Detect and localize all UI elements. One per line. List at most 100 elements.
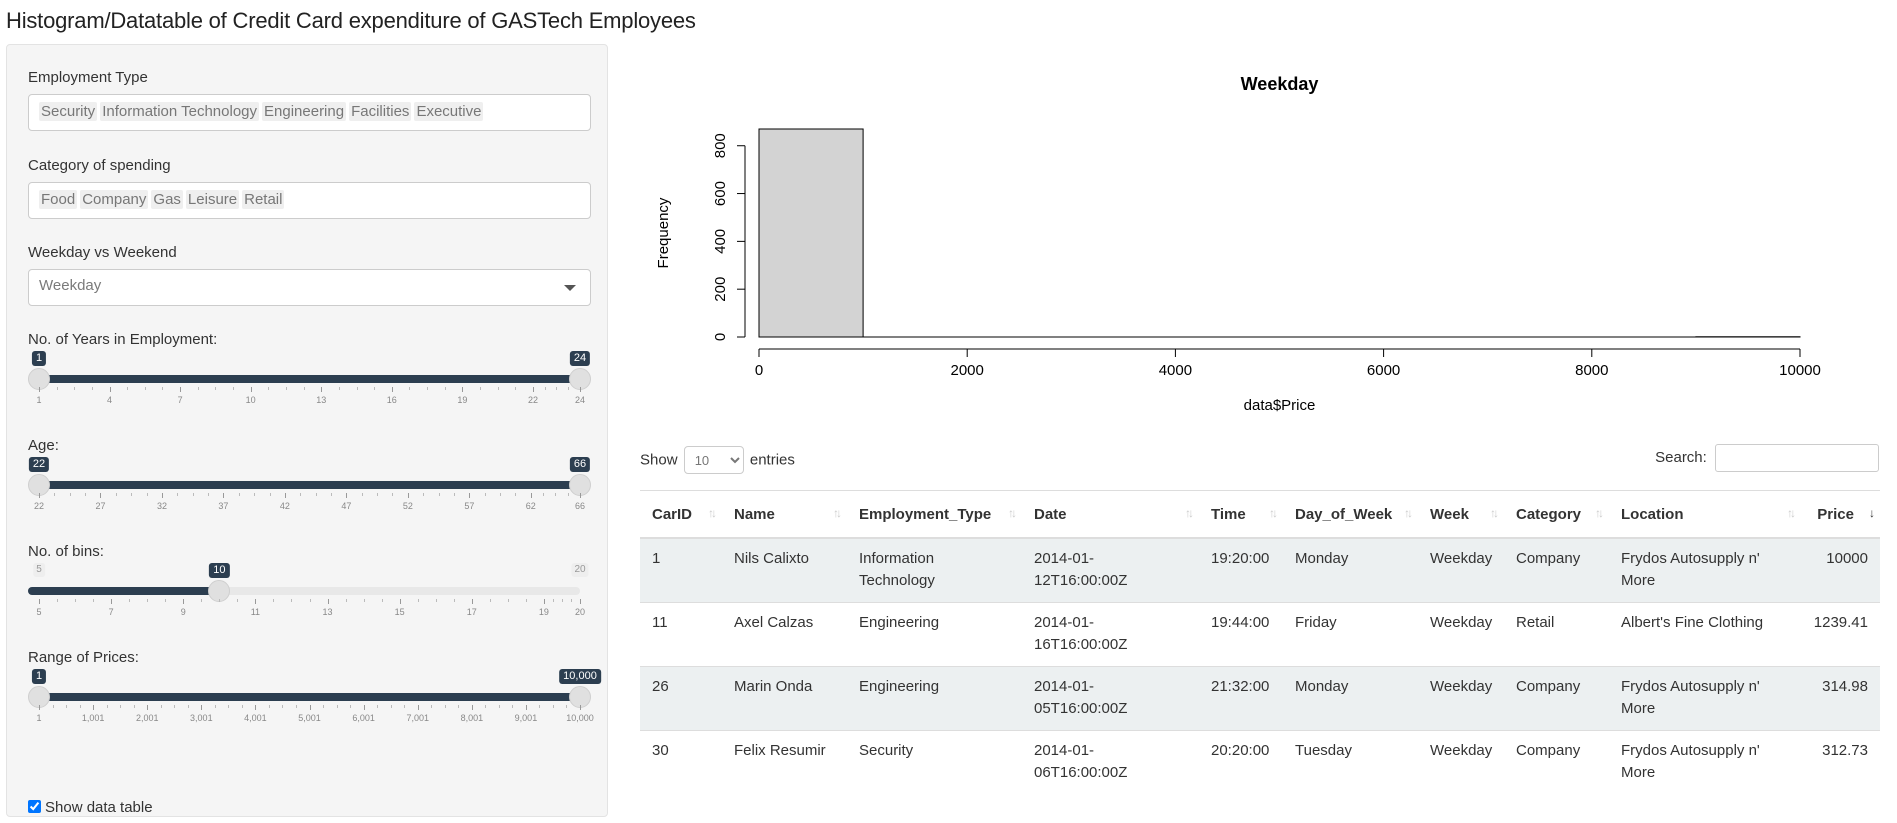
slider-minor-tick xyxy=(458,705,460,708)
employment-type-chip[interactable]: Security xyxy=(39,102,98,121)
slider-minor-tick xyxy=(52,705,54,708)
category-label: Category of spending xyxy=(28,157,171,174)
age-slider[interactable]: 22 66 22 27 32 37 42 47 52 57 62 66 xyxy=(28,457,591,519)
slider-tick-label: 19 xyxy=(538,607,549,617)
years-slider[interactable]: 1 24 1 4 7 10 13 16 19 22 24 xyxy=(28,351,591,413)
table-row[interactable]: 30 Felix Resumir Security 2014-01-06T16:00:… xyxy=(640,730,1880,794)
slider-tick xyxy=(469,493,471,498)
slider-minor-tick xyxy=(131,493,133,496)
slider-tick-label: 9,001 xyxy=(514,713,538,723)
slider-tick xyxy=(580,387,581,392)
slider-tick-label: 52 xyxy=(402,501,413,511)
table-cell: 2014-01-06T16:00:00Z xyxy=(1022,730,1199,794)
employment-type-chip[interactable]: Engineering xyxy=(262,102,347,121)
years-label: No. of Years in Employment: xyxy=(28,331,218,348)
slider-tick-label: 5,001 xyxy=(298,713,321,723)
table-cell: Weekday xyxy=(1418,602,1504,667)
column-header[interactable]: Price ↓ xyxy=(1801,490,1880,539)
slider-minor-tick xyxy=(377,705,379,708)
show-table-checkbox[interactable] xyxy=(28,800,41,813)
employment-type-control: Employment Type Security Information Tech… xyxy=(28,69,591,131)
slider-minor-tick xyxy=(85,493,87,496)
employment-type-chip[interactable]: Information Technology xyxy=(100,102,260,121)
slider-minor-tick xyxy=(192,493,194,496)
table-cell: 2014-01-12T16:00:00Z xyxy=(1022,537,1199,603)
slider-minor-tick xyxy=(338,387,340,390)
category-chip[interactable]: Retail xyxy=(242,190,285,209)
search-input[interactable] xyxy=(1715,444,1879,472)
employment-type-chip[interactable]: Facilities xyxy=(349,102,412,121)
slider-minor-tick xyxy=(273,599,275,602)
category-chip[interactable]: Leisure xyxy=(185,190,240,209)
age-control: Age: 22 66 22 27 32 37 42 47 52 57 62 66 xyxy=(28,437,591,511)
slider-minor-tick xyxy=(127,387,129,390)
sort-icon: ↑↓ xyxy=(1787,506,1796,520)
column-header-label: Week xyxy=(1430,505,1469,523)
slider-tick-label: 62 xyxy=(525,501,536,511)
slider-tick-label: 1 xyxy=(36,395,42,405)
category-select[interactable]: Food Company Gas Leisure Retail xyxy=(28,182,591,219)
chart-title: Weekday xyxy=(1241,74,1319,94)
slider-tick xyxy=(363,705,365,710)
column-header[interactable]: Date ↑↓ xyxy=(1022,490,1199,539)
slider-minor-tick xyxy=(438,493,440,496)
price-label: Range of Prices: xyxy=(28,649,139,666)
slider-minor-tick xyxy=(381,599,383,602)
slider-minor-tick xyxy=(444,387,446,390)
slider-minor-tick xyxy=(268,705,270,708)
table-row[interactable]: 11 Axel Calzas Engineering 2014-01-16T16:00… xyxy=(640,602,1880,667)
slider-tick-label: 5 xyxy=(36,607,42,617)
x-tick-label: 0 xyxy=(755,362,763,379)
show-table-row[interactable]: Show data table xyxy=(28,799,153,816)
column-header[interactable]: CarID ↑↓ xyxy=(640,490,722,539)
category-chip[interactable]: Company xyxy=(80,190,149,209)
category-chip[interactable]: Food xyxy=(39,190,78,209)
slider-minor-tick xyxy=(228,705,230,708)
slider-tick xyxy=(223,493,225,498)
price-slider[interactable]: 1 10,000 1 1,001 2,001 3,001 4,001 5,001 6,001 7,… xyxy=(28,669,601,731)
week-label: Weekday vs Weekend xyxy=(28,244,177,261)
slider-minor-tick xyxy=(485,705,487,708)
slider-tick-label: 47 xyxy=(341,501,352,511)
table-row[interactable]: 1 Nils Calixto Information Technology 2014-… xyxy=(640,537,1880,603)
slider-minor-tick xyxy=(566,705,568,708)
column-header[interactable]: Time ↑↓ xyxy=(1199,490,1283,539)
slider-tick xyxy=(147,705,149,710)
column-header[interactable]: Name ↑↓ xyxy=(722,490,847,539)
column-header[interactable]: Employment_Type ↑↓ xyxy=(847,490,1022,539)
slider-tick xyxy=(399,599,401,604)
slider-minor-tick xyxy=(93,599,95,602)
slider-tick xyxy=(309,705,311,710)
slider-minor-tick xyxy=(303,387,305,390)
slider-min-label: 5 xyxy=(33,563,45,577)
column-header[interactable]: Location ↑↓ xyxy=(1609,490,1801,539)
column-header[interactable]: Week ↑↓ xyxy=(1418,490,1504,539)
week-select[interactable]: Weekday xyxy=(28,269,591,306)
slider-tick xyxy=(100,493,102,498)
slider-tick-label: 8,001 xyxy=(460,713,484,723)
slider-tick xyxy=(39,705,40,710)
table-row[interactable]: 26 Marin Onda Engineering 2014-01-05T16:00:… xyxy=(640,666,1880,731)
table-cell: Security xyxy=(847,730,1022,794)
slider-tick xyxy=(580,599,581,604)
employment-type-select[interactable]: Security Information Technology Engineerin… xyxy=(28,94,591,131)
slider-tick-label: 9 xyxy=(180,607,186,617)
slider-minor-tick xyxy=(174,705,176,708)
employment-type-chip[interactable]: Executive xyxy=(414,102,484,121)
entries-select[interactable]: 10 xyxy=(683,446,744,474)
table-cell: Marin Onda xyxy=(722,666,847,731)
slider-minor-tick xyxy=(515,493,517,496)
column-header-label: CarID xyxy=(652,505,693,523)
data-table: CarID ↑↓ Name ↑↓ Employment_Type ↑↓ Date ↑↓ Time… xyxy=(640,490,1880,794)
slider-minor-tick xyxy=(544,387,546,390)
bins-slider[interactable]: 5 20 10 5 7 9 11 13 15 17 19 20 xyxy=(28,563,591,625)
slider-tick xyxy=(39,387,40,392)
slider-minor-tick xyxy=(356,387,358,390)
slider-tick xyxy=(543,599,545,604)
category-chip[interactable]: Gas xyxy=(151,190,183,209)
slider-tick xyxy=(391,387,393,392)
slider-tick-label: 7 xyxy=(177,395,183,405)
column-header[interactable]: Day_of_Week ↑↓ xyxy=(1283,490,1418,539)
column-header[interactable]: Category ↑↓ xyxy=(1504,490,1609,539)
slider-tick-label: 4,001 xyxy=(244,713,267,723)
